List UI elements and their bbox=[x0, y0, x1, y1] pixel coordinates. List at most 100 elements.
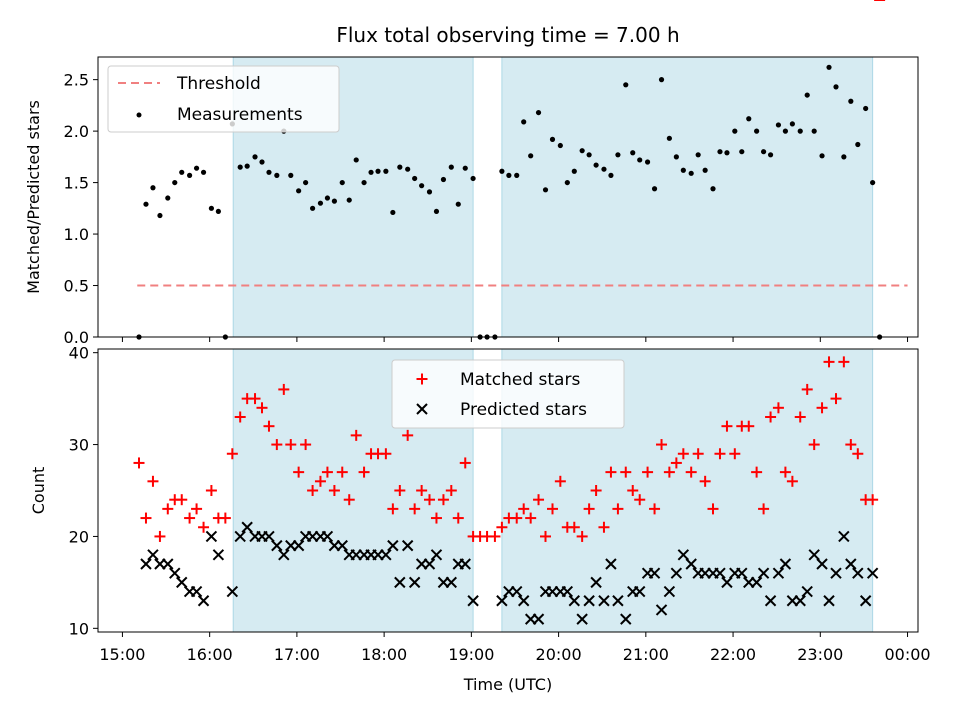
predicted-star-point bbox=[750, 576, 763, 589]
legend-predicted-label: Predicted stars bbox=[460, 400, 587, 420]
predicted-star-point bbox=[241, 521, 253, 533]
bottom-y-tick-label: 10 bbox=[69, 619, 89, 638]
predicted-star-point bbox=[838, 530, 850, 543]
matched-star-point bbox=[191, 503, 203, 515]
measurement-point bbox=[244, 163, 250, 169]
matched-star-point bbox=[830, 393, 842, 405]
matched-star-point bbox=[627, 485, 639, 496]
measurement-point bbox=[200, 169, 207, 175]
measurement-point bbox=[324, 195, 331, 201]
matched-star-point bbox=[525, 512, 537, 524]
x-tick-label: 21:00 bbox=[623, 645, 669, 664]
predicted-star-point bbox=[467, 595, 479, 607]
matched-star-point bbox=[423, 494, 435, 506]
matched-star-point bbox=[256, 402, 268, 414]
predicted-star-point bbox=[408, 576, 421, 589]
matched-star-point bbox=[430, 512, 442, 524]
predicted-star-point bbox=[794, 595, 806, 607]
measurement-point bbox=[841, 154, 847, 160]
matched-star-point bbox=[642, 466, 654, 478]
top-y-tick-label: 2.0 bbox=[64, 122, 89, 141]
measurement-point bbox=[549, 136, 556, 142]
predicted-star-point bbox=[532, 613, 545, 625]
measurement-point bbox=[208, 205, 215, 211]
measurement-point bbox=[150, 185, 156, 191]
x-axis-label: Time (UTC) bbox=[463, 675, 552, 694]
matched-star-point bbox=[380, 448, 392, 460]
predicted-star-point bbox=[583, 595, 595, 607]
legend-measurements-swatch bbox=[136, 112, 142, 118]
matched-star-point bbox=[554, 475, 566, 487]
legend-measurements-label: Measurements bbox=[177, 105, 303, 125]
measurement-point bbox=[651, 186, 658, 192]
measurement-point bbox=[702, 167, 708, 173]
matched-star-point bbox=[198, 521, 210, 533]
matched-star-point bbox=[540, 530, 552, 542]
predicted-star-point bbox=[764, 595, 777, 607]
matched-star-point bbox=[409, 503, 421, 515]
matched-star-point bbox=[249, 393, 261, 405]
matched-star-point bbox=[511, 512, 523, 524]
matched-star-point bbox=[634, 494, 646, 506]
matched-star-point bbox=[321, 466, 333, 478]
measurement-point bbox=[274, 172, 280, 178]
predicted-star-point bbox=[670, 567, 683, 579]
predicted-star-point bbox=[605, 558, 617, 570]
predicted-star-point bbox=[394, 576, 406, 589]
measurement-point bbox=[739, 149, 745, 155]
top-legend: Threshold Measurements bbox=[107, 65, 340, 133]
matched-star-point bbox=[307, 485, 319, 496]
top-y-tick-label: 0.5 bbox=[64, 277, 89, 296]
predicted-star-point bbox=[823, 595, 835, 607]
measurement-point bbox=[855, 141, 861, 148]
top-y-ticks: 0.0 0.5 1.0 1.5 2.0 2.5 bbox=[64, 71, 98, 347]
matched-star-point bbox=[394, 485, 406, 496]
matched-star-point bbox=[649, 503, 661, 515]
measurement-point bbox=[346, 197, 352, 203]
legend-threshold-label: Threshold bbox=[176, 74, 261, 94]
measurement-point bbox=[797, 128, 803, 134]
measurement-point bbox=[717, 149, 723, 155]
measurement-point bbox=[157, 212, 163, 219]
measurement-point bbox=[724, 150, 730, 156]
bottom-axes-frame bbox=[97, 348, 919, 633]
measurement-point bbox=[455, 201, 461, 207]
predicted-star-point bbox=[380, 549, 392, 561]
predicted-star-point bbox=[517, 595, 530, 607]
measurement-point bbox=[237, 164, 243, 170]
x-tick-label: 15:00 bbox=[99, 645, 145, 664]
measurement-point bbox=[521, 119, 527, 125]
matched-star-point bbox=[867, 494, 879, 506]
measurement-point bbox=[440, 176, 447, 183]
predicted-star-point bbox=[205, 530, 218, 543]
top-x-ticks bbox=[121, 337, 909, 342]
measurement-point bbox=[215, 208, 221, 215]
measurement-point bbox=[390, 209, 396, 216]
legend-predicted-swatch bbox=[416, 403, 428, 415]
matched-star-point bbox=[794, 411, 806, 423]
measurement-point bbox=[193, 165, 200, 171]
matched-star-point bbox=[670, 457, 682, 469]
predicted-star-point bbox=[445, 576, 458, 589]
x-tick-label: 19:00 bbox=[448, 645, 494, 664]
top-y-tick-label: 0.0 bbox=[64, 328, 89, 347]
matched-star-point bbox=[721, 420, 733, 432]
matched-star-point bbox=[808, 439, 820, 451]
predicted-star-point bbox=[721, 576, 733, 589]
matched-star-point bbox=[358, 466, 370, 478]
predicted-star-point bbox=[612, 595, 624, 607]
matched-star-point bbox=[140, 512, 152, 524]
measurement-point bbox=[782, 128, 789, 134]
predicted-star-point bbox=[648, 567, 661, 579]
measurement-point bbox=[863, 105, 869, 112]
measurement-point bbox=[397, 164, 403, 170]
matched-star-point bbox=[176, 494, 188, 506]
measurement-point bbox=[658, 77, 665, 83]
measurement-point bbox=[528, 153, 534, 159]
measurement-point bbox=[499, 168, 505, 174]
predicted-star-point bbox=[677, 549, 690, 561]
measurement-point bbox=[680, 167, 686, 173]
measurement-point bbox=[623, 82, 629, 88]
x-tick-label: 22:00 bbox=[710, 645, 756, 664]
